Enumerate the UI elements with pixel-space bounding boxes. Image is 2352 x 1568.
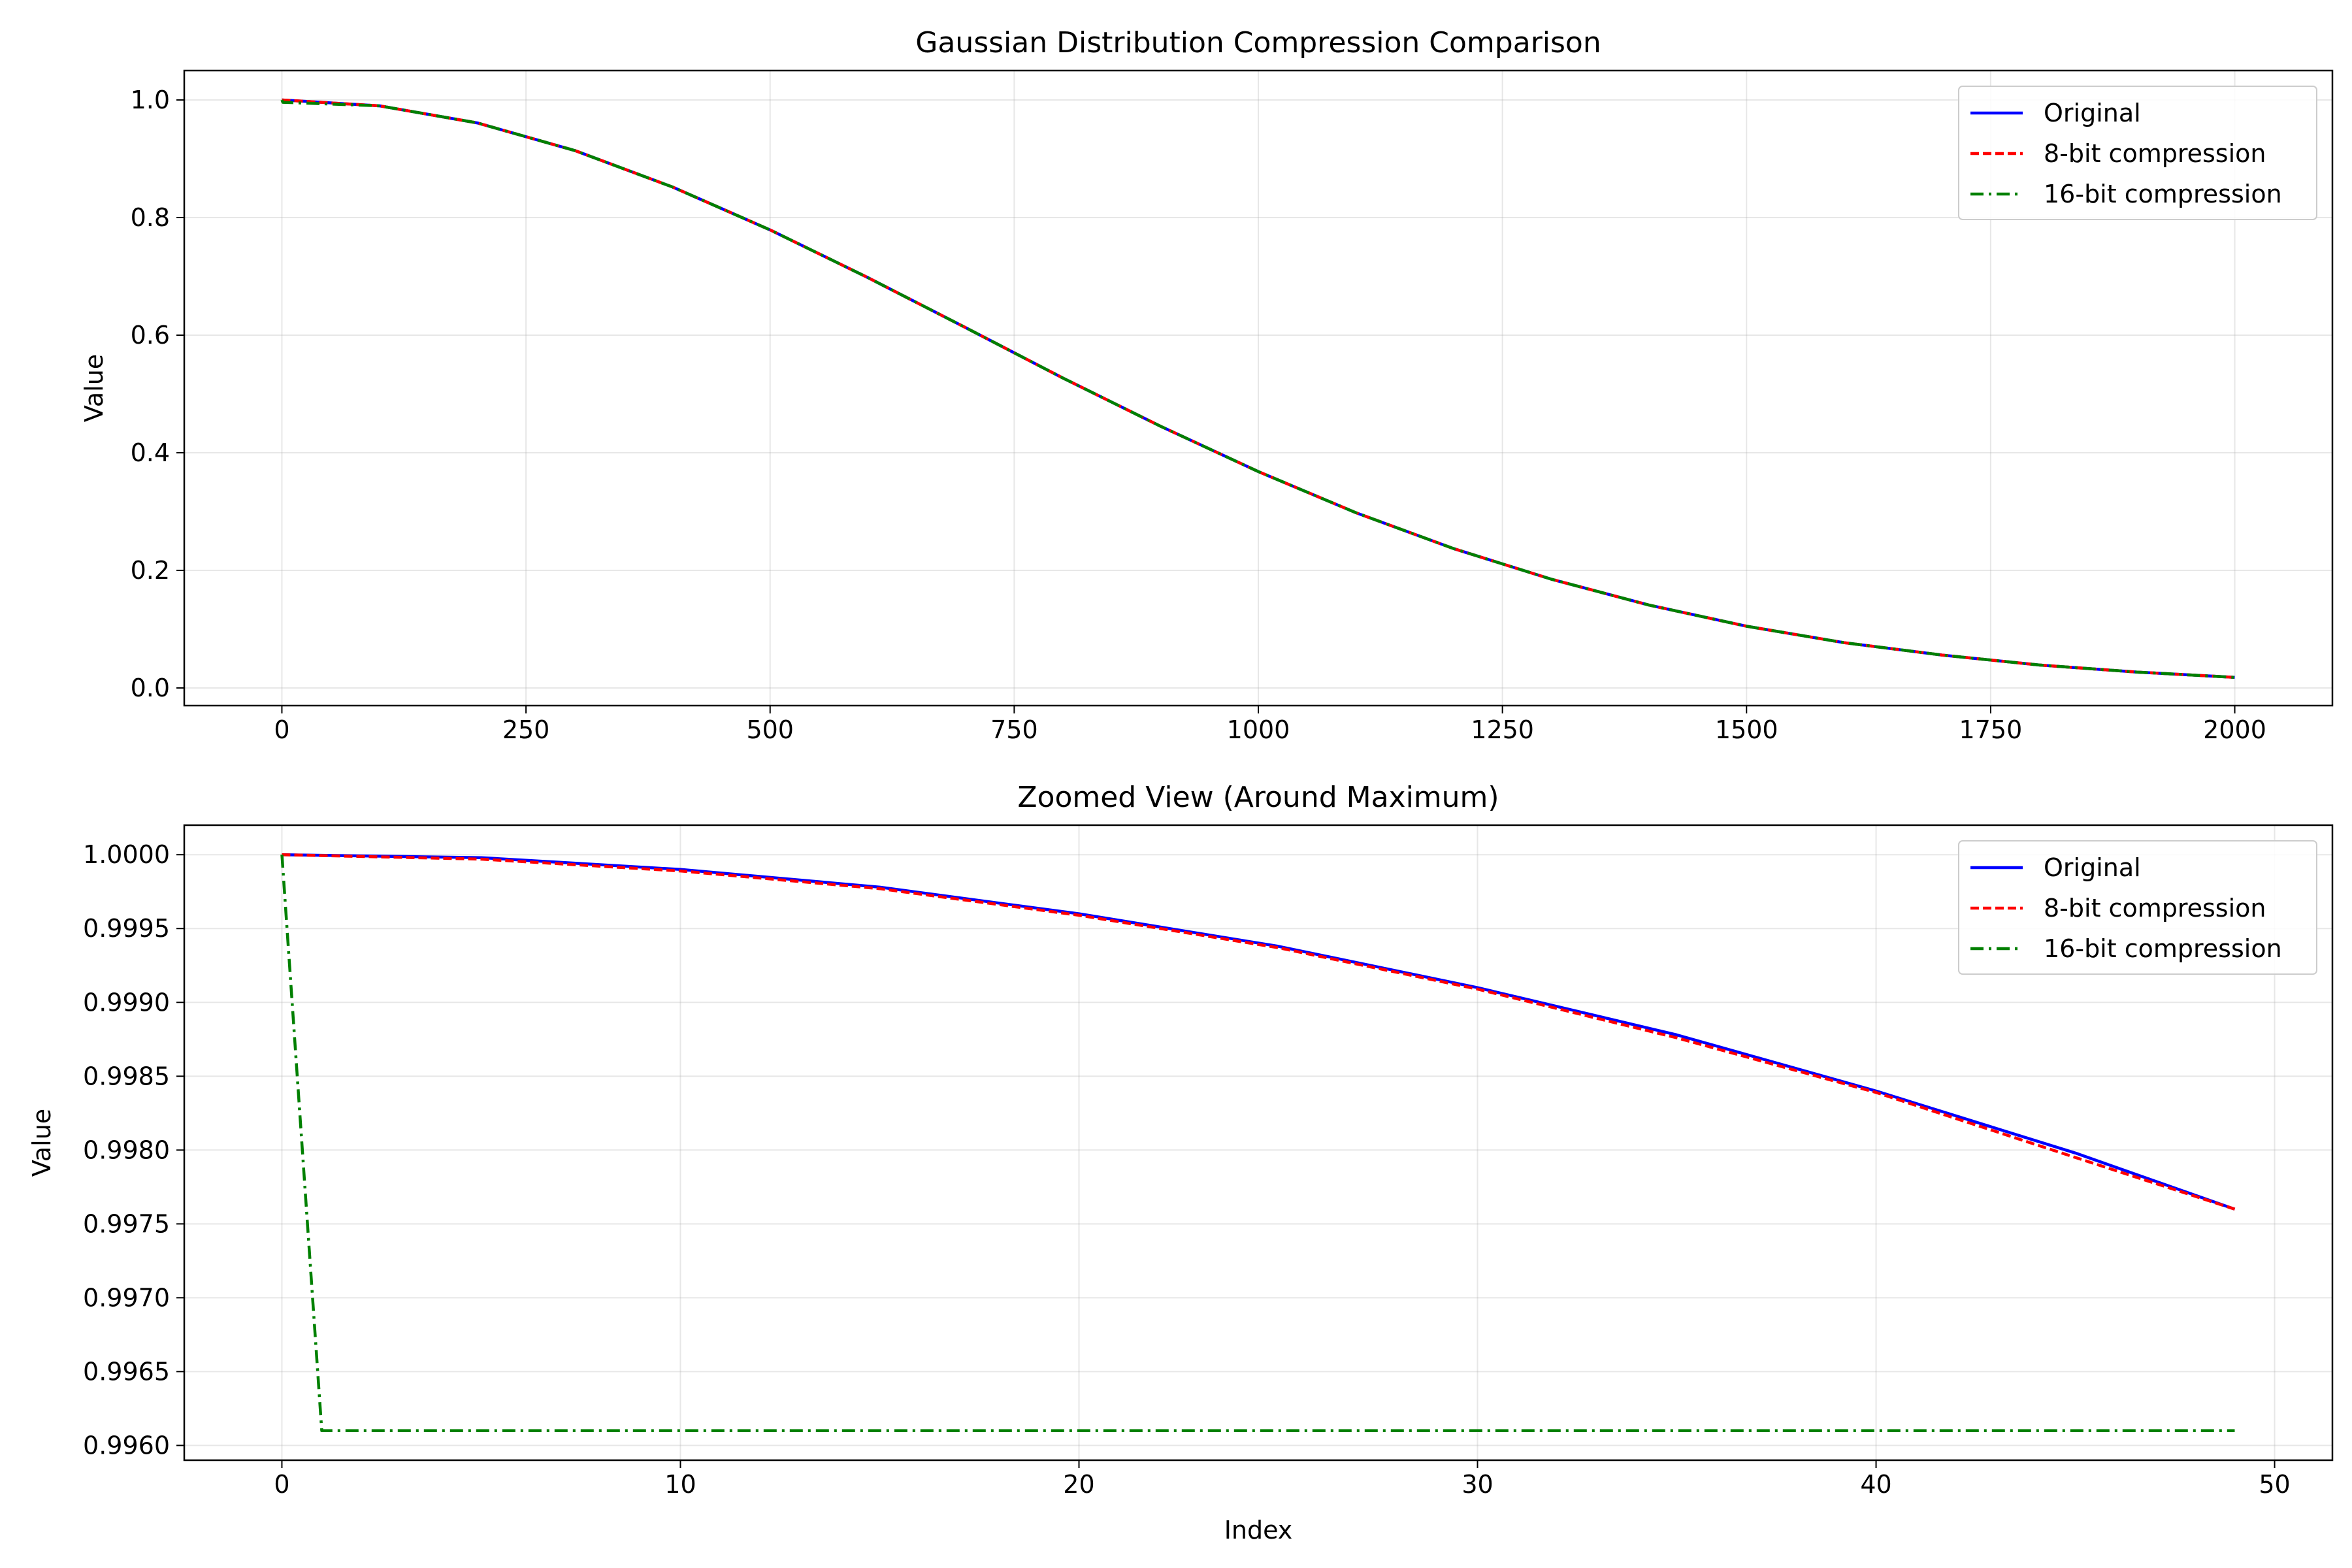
x-tick-label: 1000 (1227, 715, 1290, 744)
y-tick-label: 0.9990 (83, 988, 170, 1017)
bottom-chart-title: Zoomed View (Around Maximum) (1017, 781, 1499, 814)
bottom-chart-x-axis-label: Index (1224, 1516, 1293, 1544)
bottom-chart-frame (183, 824, 2334, 1462)
bottom-chart-y-ticks: 0.9960 0.9965 0.9970 0.9975 0.9980 0.9985 0.99… (83, 840, 184, 1460)
bottom-chart-y-axis-label: Value (27, 1109, 56, 1177)
x-tick-label: 20 (1063, 1470, 1094, 1499)
bottom-chart-legend: Original 8-bit compression 16-bit compress… (1958, 840, 2317, 975)
series-line-16-bit-compression (280, 855, 2235, 1433)
y-tick-label: 0.9970 (83, 1283, 170, 1312)
x-tick-label: 500 (746, 715, 794, 744)
legend-label: 16-bit compression (2044, 934, 2282, 963)
legend-label: 8-bit compression (2044, 894, 2266, 923)
legend-box (1958, 840, 2317, 975)
y-tick-label: 0.9980 (83, 1135, 170, 1164)
y-tick-label: 0.0 (131, 674, 170, 702)
top-chart-x-ticks: 0 250 500 750 1000 1250 1500 1750 2000 (274, 706, 2266, 744)
legend-label: 8-bit compression (2044, 139, 2266, 168)
y-tick-label: 0.8 (131, 203, 170, 232)
top-chart-y-ticks: 0.0 0.2 0.4 0.6 0.8 1.0 (131, 86, 184, 702)
y-tick-label: 1.0000 (83, 840, 170, 869)
legend-label: Original (2044, 99, 2141, 127)
y-tick-label: 0.9985 (83, 1062, 170, 1090)
legend-label: Original (2044, 853, 2141, 882)
x-tick-label: 1500 (1715, 715, 1778, 744)
y-tick-label: 0.2 (131, 556, 170, 585)
top-chart-series (280, 98, 2235, 679)
x-tick-label: 50 (2259, 1470, 2290, 1499)
x-tick-label: 1750 (1959, 715, 2023, 744)
x-tick-label: 0 (274, 1470, 289, 1499)
x-tick-label: 10 (664, 1470, 696, 1499)
y-tick-label: 0.9975 (83, 1209, 170, 1238)
x-tick-label: 0 (274, 715, 289, 744)
y-tick-label: 0.9960 (83, 1431, 170, 1460)
bottom-chart-grid (184, 825, 2332, 1460)
y-tick-label: 0.6 (131, 321, 170, 350)
x-tick-label: 750 (990, 715, 1038, 744)
top-chart-y-axis-label: Value (80, 354, 108, 422)
series-line-original (282, 853, 2236, 1211)
x-tick-label: 2000 (2203, 715, 2266, 744)
x-tick-label: 40 (1860, 1470, 1891, 1499)
top-chart-title: Gaussian Distribution Compression Compar… (915, 26, 1601, 59)
legend-label: 16-bit compression (2044, 180, 2282, 208)
x-tick-label: 30 (1462, 1470, 1493, 1499)
top-chart: 0 250 500 750 1000 1250 1500 1750 2000 0.0 0.2 0.4… (80, 26, 2334, 744)
y-tick-label: 0.4 (131, 438, 170, 467)
bottom-chart-x-ticks: 0 10 20 30 40 50 (274, 1460, 2291, 1499)
bottom-chart-series (280, 853, 2236, 1433)
y-tick-label: 1.0 (131, 86, 170, 114)
y-tick-label: 0.9965 (83, 1357, 170, 1386)
legend-box (1958, 86, 2317, 220)
series-line-16-bit-compression (280, 99, 2235, 679)
bottom-chart: 0 10 20 30 40 50 0.99600.99650.99700.99750.99… (27, 781, 2334, 1544)
top-chart-legend: Original 8-bit compression 16-bit compress… (1958, 86, 2317, 220)
y-tick-label: 0.9995 (83, 914, 170, 943)
x-tick-label: 250 (502, 715, 550, 744)
x-tick-label: 1250 (1471, 715, 1534, 744)
